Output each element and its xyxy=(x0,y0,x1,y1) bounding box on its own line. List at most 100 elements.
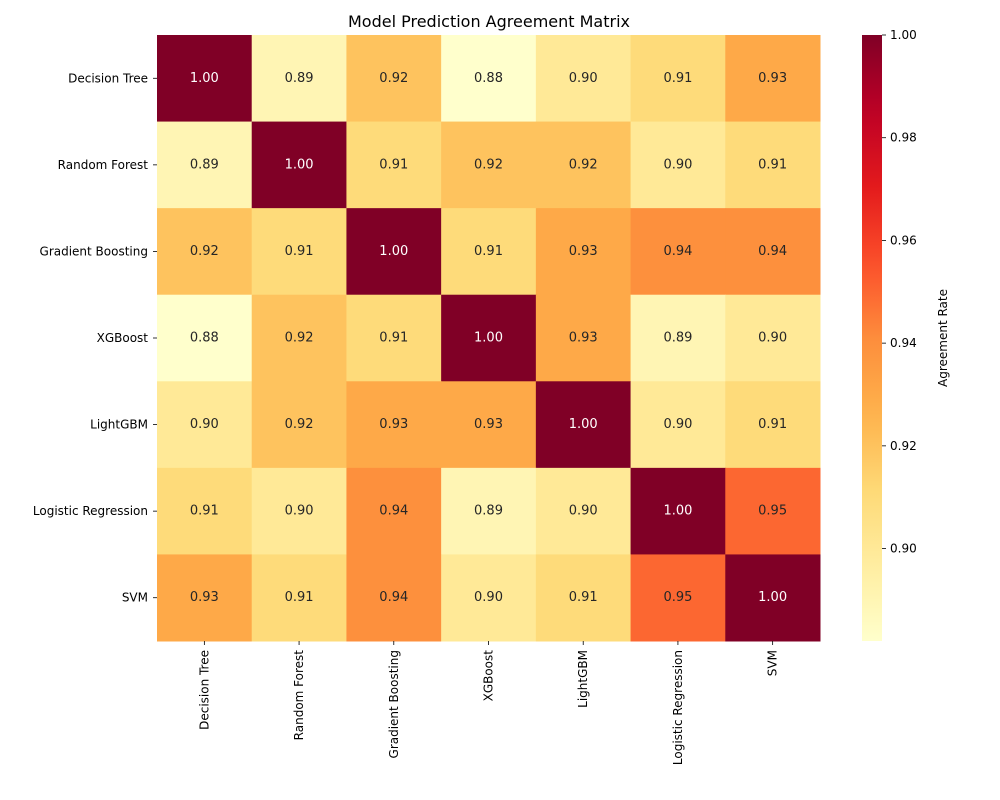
column-label-logistic-regression: Logistic Regression xyxy=(671,650,685,765)
cell-value-label: 0.89 xyxy=(663,331,692,346)
row-label-logistic-regression: Logistic Regression xyxy=(33,504,148,518)
cell-value-label: 1.00 xyxy=(758,590,787,605)
heatmap-cell-gradient-boosting-logistic-regression xyxy=(630,208,726,296)
cell-value-label: 1.00 xyxy=(474,331,503,346)
cell-value-label: 1.00 xyxy=(190,71,219,86)
heatmap-cell-svm-gradient-boosting xyxy=(346,554,442,642)
cell-value-label: 0.94 xyxy=(663,244,692,259)
cell-value-label: 0.92 xyxy=(379,71,408,86)
heatmap-cell-xgboost-decision-tree xyxy=(157,294,253,382)
colorbar-tick-label: 0.90 xyxy=(890,542,917,556)
heatmap-cell-lightgbm-svm xyxy=(725,381,821,469)
heatmap-cell-decision-tree-lightgbm xyxy=(535,35,632,123)
row-label-lightgbm: LightGBM xyxy=(90,418,148,432)
cell-value-label: 0.93 xyxy=(474,417,503,432)
heatmap-cell-decision-tree-logistic-regression xyxy=(630,35,726,123)
heatmap-cell-lightgbm-gradient-boosting xyxy=(346,381,442,469)
cell-value-label: 0.94 xyxy=(758,244,787,259)
cell-value-label: 0.91 xyxy=(285,590,314,605)
heatmap-cell-decision-tree-gradient-boosting xyxy=(346,35,442,123)
colorbar-ticks: 0.90 0.92 0.94 0.96 0.98 1.00 xyxy=(882,28,917,556)
cell-value-label: 0.92 xyxy=(569,157,598,172)
colorbar-tick-label: 0.94 xyxy=(890,336,917,350)
heatmap-cell-logistic-regression-lightgbm xyxy=(535,467,632,555)
heatmap-cell-gradient-boosting-lightgbm xyxy=(535,208,632,296)
column-label-lightgbm: LightGBM xyxy=(576,650,590,708)
heatmap-cell-lightgbm-random-forest xyxy=(251,381,347,469)
chart-title: Model Prediction Agreement Matrix xyxy=(348,12,630,31)
cell-value-label: 0.92 xyxy=(285,331,314,346)
row-label-gradient-boosting: Gradient Boosting xyxy=(40,244,148,258)
row-labels: Decision Tree Random Forest Gradient Boost… xyxy=(33,71,157,605)
cell-value-label: 0.95 xyxy=(758,504,787,519)
heatmap-cell-xgboost-random-forest xyxy=(251,294,347,382)
cell-value-label: 1.00 xyxy=(663,504,692,519)
heatmap-cell-lightgbm-xgboost xyxy=(441,381,537,469)
heatmap-cell-gradient-boosting-svm xyxy=(725,208,821,296)
cell-value-label: 0.91 xyxy=(758,417,787,432)
cell-value-label: 0.94 xyxy=(379,504,408,519)
colorbar-label: Agreement Rate xyxy=(936,289,950,387)
heatmap-cell-random-forest-random-forest xyxy=(251,121,347,209)
colorbar: 0.90 0.92 0.94 0.96 0.98 1.00 Agreement Rate xyxy=(862,28,950,641)
column-label-decision-tree: Decision Tree xyxy=(197,650,211,730)
cell-value-label: 0.94 xyxy=(379,590,408,605)
heatmap-cell-logistic-regression-svm xyxy=(725,467,821,555)
heatmap-cell-gradient-boosting-xgboost xyxy=(441,208,537,296)
heatmap-cell-gradient-boosting-decision-tree xyxy=(157,208,253,296)
colorbar-tick-label: 0.98 xyxy=(890,131,917,145)
cell-value-label: 0.91 xyxy=(569,590,598,605)
cell-value-label: 0.90 xyxy=(285,504,314,519)
cell-value-label: 1.00 xyxy=(285,157,314,172)
column-label-gradient-boosting: Gradient Boosting xyxy=(387,650,401,758)
cell-value-label: 0.88 xyxy=(474,71,503,86)
heatmap-cell-svm-decision-tree xyxy=(157,554,253,642)
cell-value-label: 0.92 xyxy=(190,244,219,259)
heatmap-cell-svm-xgboost xyxy=(441,554,537,642)
heatmap-cell-decision-tree-xgboost xyxy=(441,35,537,123)
heatmap-cell-xgboost-xgboost xyxy=(441,294,537,382)
column-label-svm: SVM xyxy=(766,650,780,676)
heatmap-cell-xgboost-gradient-boosting xyxy=(346,294,442,382)
heatmap-cell-logistic-regression-gradient-boosting xyxy=(346,467,442,555)
cell-value-label: 0.93 xyxy=(569,244,598,259)
cell-value-label: 0.93 xyxy=(190,590,219,605)
cell-value-label: 1.00 xyxy=(569,417,598,432)
cell-value-label: 0.90 xyxy=(663,417,692,432)
cell-value-label: 0.95 xyxy=(663,590,692,605)
cell-value-label: 0.91 xyxy=(190,504,219,519)
cell-value-label: 0.92 xyxy=(285,417,314,432)
heatmap-cell-xgboost-svm xyxy=(725,294,821,382)
heatmap-cell-decision-tree-random-forest xyxy=(251,35,347,123)
colorbar-tick-label: 1.00 xyxy=(890,28,917,42)
heatmap-cell-random-forest-xgboost xyxy=(441,121,537,209)
cell-value-label: 0.90 xyxy=(569,504,598,519)
heatmap-cell-decision-tree-svm xyxy=(725,35,821,123)
cell-value-label: 0.89 xyxy=(474,504,503,519)
heatmap-cell-gradient-boosting-random-forest xyxy=(251,208,347,296)
cell-value-label: 0.91 xyxy=(379,157,408,172)
heatmap-cell-lightgbm-decision-tree xyxy=(157,381,253,469)
heatmap-cell-svm-lightgbm xyxy=(535,554,632,642)
heatmap-cell-xgboost-lightgbm xyxy=(535,294,632,382)
heatmap-cell-random-forest-logistic-regression xyxy=(630,121,726,209)
cell-value-label: 0.93 xyxy=(379,417,408,432)
cell-value-label: 0.93 xyxy=(758,71,787,86)
heatmap-cell-decision-tree-decision-tree xyxy=(157,35,253,123)
column-label-random-forest: Random Forest xyxy=(292,650,306,741)
cell-value-label: 0.90 xyxy=(663,157,692,172)
row-label-decision-tree: Decision Tree xyxy=(68,71,148,85)
colorbar-tick-label: 0.96 xyxy=(890,233,917,247)
cell-value-label: 0.90 xyxy=(569,71,598,86)
heatmap-cell-xgboost-logistic-regression xyxy=(630,294,726,382)
cell-value-label: 0.91 xyxy=(663,71,692,86)
cell-value-label: 0.91 xyxy=(474,244,503,259)
cell-value-label: 0.92 xyxy=(474,157,503,172)
colorbar-tick-label: 0.92 xyxy=(890,439,917,453)
cell-value-label: 0.91 xyxy=(379,331,408,346)
heatmap-cell-logistic-regression-xgboost xyxy=(441,467,537,555)
cell-value-label: 0.90 xyxy=(758,331,787,346)
cell-value-label: 1.00 xyxy=(379,244,408,259)
heatmap-cell-random-forest-svm xyxy=(725,121,821,209)
row-label-xgboost: XGBoost xyxy=(97,331,149,345)
